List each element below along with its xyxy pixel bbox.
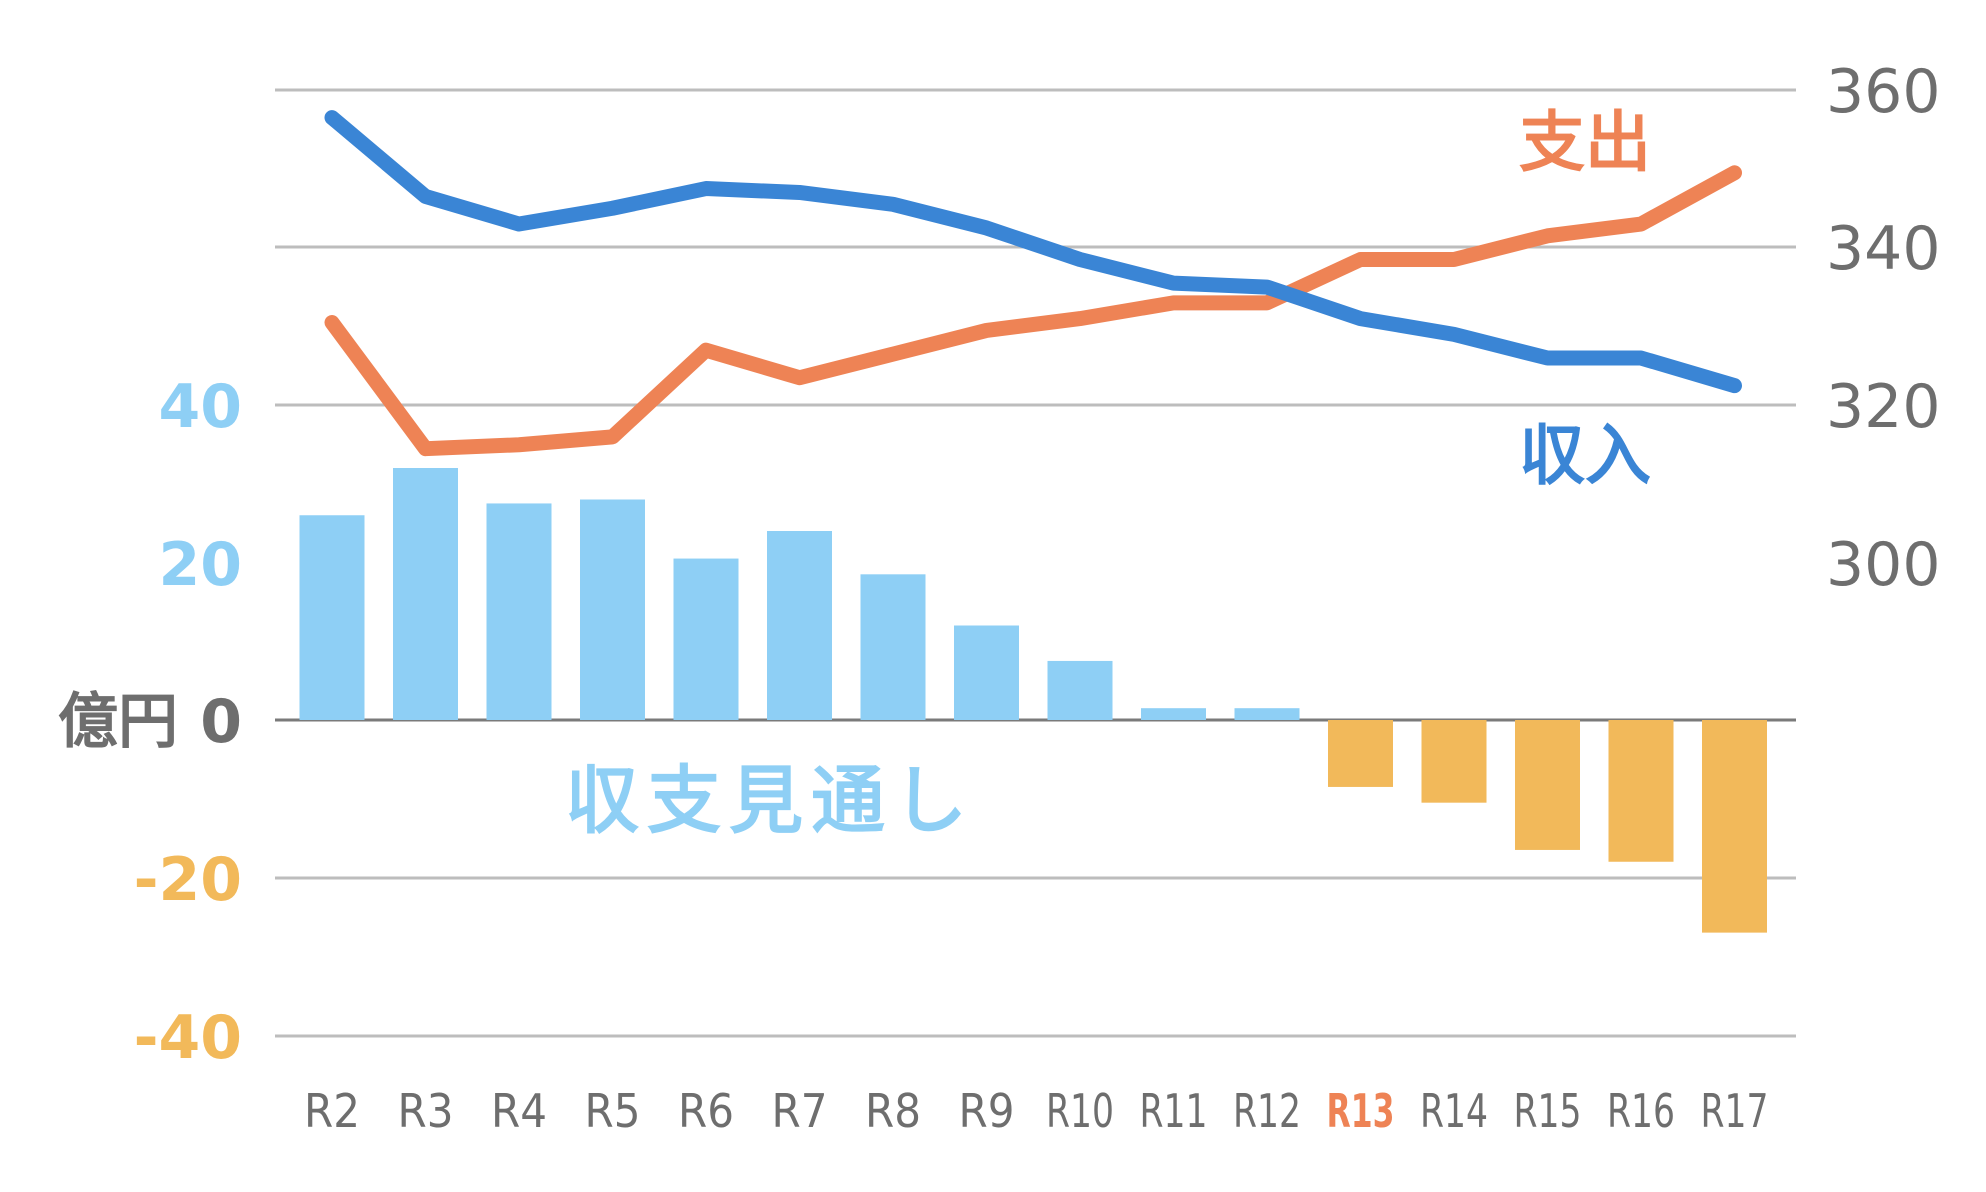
- bar-series: [299, 468, 1767, 933]
- bar-R6: [673, 558, 739, 720]
- bar-R17: [1702, 720, 1767, 933]
- bar-R11: [1141, 708, 1206, 720]
- x-tick-label: R4: [491, 1084, 547, 1138]
- x-tick-label: R7: [772, 1084, 828, 1138]
- x-tick-label: R16: [1607, 1084, 1675, 1138]
- x-tick-label: R11: [1140, 1084, 1208, 1138]
- x-tick-label: R12: [1233, 1084, 1301, 1138]
- x-tick-label: R13: [1327, 1084, 1395, 1138]
- x-tick-label: R2: [304, 1084, 360, 1138]
- left-tick-label: 20: [159, 530, 243, 600]
- x-tick-label: R15: [1514, 1084, 1582, 1138]
- expense-series-label: 支出: [1519, 104, 1651, 181]
- left-tick-label: -40: [134, 1003, 242, 1073]
- x-tick-label: R5: [585, 1084, 641, 1138]
- income-series-label: 収入: [1519, 417, 1651, 494]
- x-tick-label: R8: [865, 1084, 921, 1138]
- bar-R13: [1328, 720, 1393, 787]
- right-tick-label: 360: [1826, 57, 1941, 127]
- bar-R2: [299, 515, 365, 720]
- bar-R7: [767, 531, 832, 720]
- bar-R12: [1234, 708, 1300, 720]
- balance-series-label: 収支見通し: [565, 758, 975, 844]
- left-tick-label: 0: [200, 687, 242, 757]
- bar-R5: [580, 499, 645, 720]
- x-tick-label: R17: [1701, 1084, 1769, 1138]
- bar-R14: [1421, 720, 1487, 803]
- bar-R15: [1515, 720, 1580, 850]
- left-tick-label: -20: [134, 845, 242, 915]
- bar-R4: [486, 503, 552, 720]
- x-tick-label: R10: [1046, 1084, 1114, 1138]
- line-series-group: [324, 110, 1742, 457]
- bar-R10: [1047, 660, 1113, 720]
- left-tick-label: 40: [159, 372, 243, 442]
- bar-R3: [393, 468, 458, 720]
- left-axis-unit: 億円: [58, 687, 178, 757]
- right-tick-label: 320: [1826, 372, 1941, 442]
- right-tick-label: 340: [1826, 214, 1941, 284]
- x-tick-label: R3: [398, 1084, 454, 1138]
- bar-R9: [954, 625, 1019, 720]
- expense-line: [324, 165, 1742, 457]
- right-tick-label: 300: [1826, 530, 1941, 600]
- x-tick-label: R9: [959, 1084, 1015, 1138]
- bar-R8: [860, 574, 926, 720]
- x-tick-label: R6: [678, 1084, 734, 1138]
- income-line: [324, 110, 1742, 394]
- x-tick-label: R14: [1420, 1084, 1488, 1138]
- bar-R16: [1608, 720, 1674, 862]
